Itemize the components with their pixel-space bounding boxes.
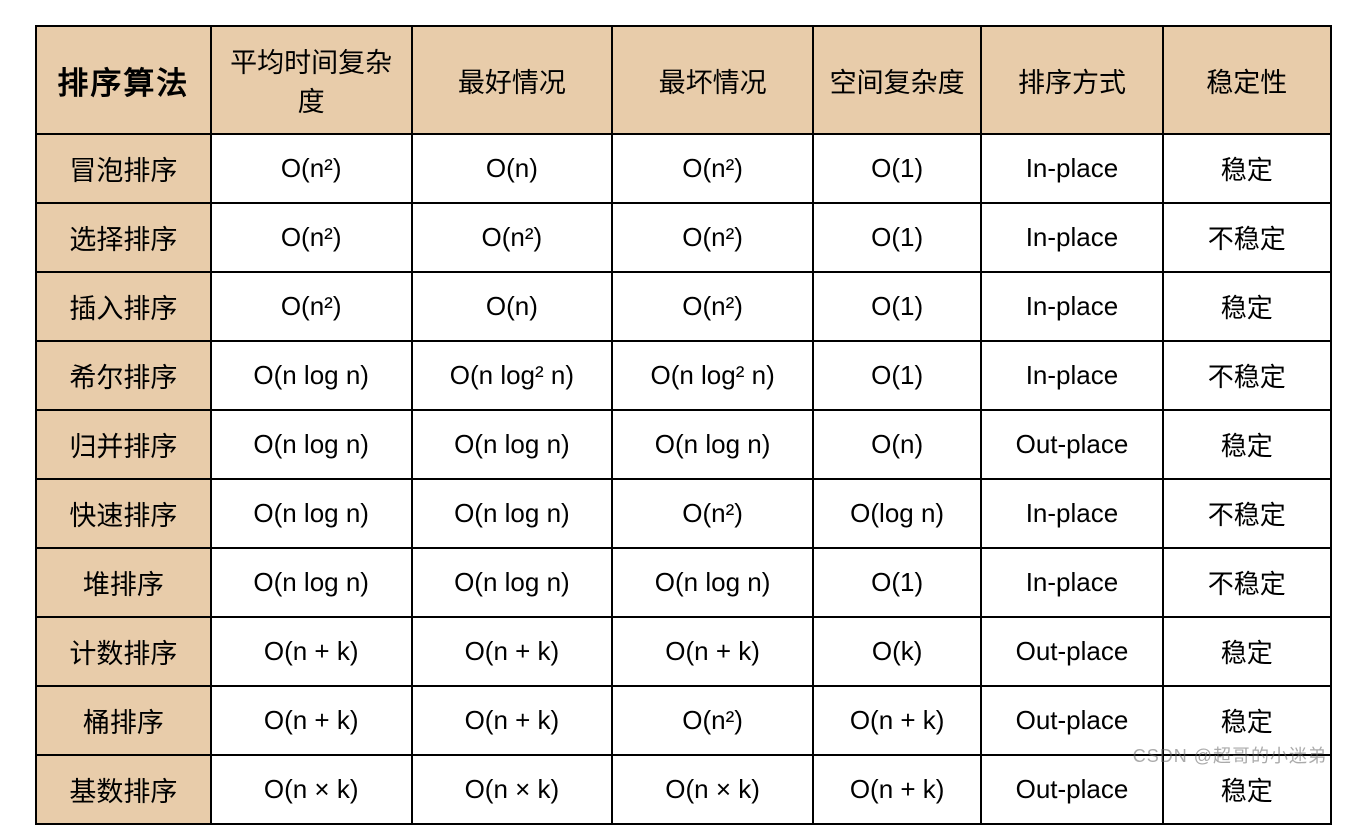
table-row: 希尔排序 O(n log n) O(n log² n) O(n log² n) … — [36, 341, 1331, 410]
cell-stable: 稳定 — [1163, 617, 1331, 686]
cell-worst: O(n × k) — [612, 755, 813, 824]
cell-worst: O(n²) — [612, 686, 813, 755]
row-name: 堆排序 — [36, 548, 211, 617]
cell-avg: O(n + k) — [211, 617, 412, 686]
cell-stable: 不稳定 — [1163, 341, 1331, 410]
cell-best: O(n × k) — [412, 755, 613, 824]
col-header-space: 空间复杂度 — [813, 26, 981, 134]
row-name: 桶排序 — [36, 686, 211, 755]
cell-method: In-place — [981, 134, 1162, 203]
cell-space: O(log n) — [813, 479, 981, 548]
cell-best: O(n + k) — [412, 617, 613, 686]
col-header-avg: 平均时间复杂度 — [211, 26, 412, 134]
cell-worst: O(n log n) — [612, 548, 813, 617]
cell-stable: 稳定 — [1163, 134, 1331, 203]
cell-method: In-place — [981, 341, 1162, 410]
cell-avg: O(n log n) — [211, 479, 412, 548]
row-name: 冒泡排序 — [36, 134, 211, 203]
row-name: 归并排序 — [36, 410, 211, 479]
cell-space: O(1) — [813, 548, 981, 617]
table-row: 插入排序 O(n²) O(n) O(n²) O(1) In-place 稳定 — [36, 272, 1331, 341]
cell-worst: O(n²) — [612, 203, 813, 272]
cell-method: In-place — [981, 479, 1162, 548]
cell-space: O(n) — [813, 410, 981, 479]
col-header-method: 排序方式 — [981, 26, 1162, 134]
row-name: 希尔排序 — [36, 341, 211, 410]
row-name: 计数排序 — [36, 617, 211, 686]
table-row: 选择排序 O(n²) O(n²) O(n²) O(1) In-place 不稳定 — [36, 203, 1331, 272]
cell-best: O(n + k) — [412, 686, 613, 755]
cell-avg: O(n²) — [211, 203, 412, 272]
cell-stable: 稳定 — [1163, 410, 1331, 479]
cell-stable: 不稳定 — [1163, 548, 1331, 617]
col-header-algorithm: 排序算法 — [36, 26, 211, 134]
col-header-worst: 最坏情况 — [612, 26, 813, 134]
cell-avg: O(n + k) — [211, 686, 412, 755]
cell-best: O(n) — [412, 134, 613, 203]
table-header-row: 排序算法 平均时间复杂度 最好情况 最坏情况 空间复杂度 排序方式 稳定性 — [36, 26, 1331, 134]
cell-worst: O(n²) — [612, 479, 813, 548]
cell-avg: O(n log n) — [211, 548, 412, 617]
cell-avg: O(n log n) — [211, 410, 412, 479]
cell-best: O(n log² n) — [412, 341, 613, 410]
cell-avg: O(n log n) — [211, 341, 412, 410]
cell-worst: O(n + k) — [612, 617, 813, 686]
cell-stable: 不稳定 — [1163, 479, 1331, 548]
cell-worst: O(n²) — [612, 134, 813, 203]
cell-best: O(n²) — [412, 203, 613, 272]
row-name: 基数排序 — [36, 755, 211, 824]
sorting-algorithm-table: 排序算法 平均时间复杂度 最好情况 最坏情况 空间复杂度 排序方式 稳定性 冒泡… — [35, 25, 1332, 825]
cell-space: O(1) — [813, 203, 981, 272]
cell-method: In-place — [981, 548, 1162, 617]
cell-method: In-place — [981, 272, 1162, 341]
cell-best: O(n log n) — [412, 548, 613, 617]
col-header-best: 最好情况 — [412, 26, 613, 134]
table-row: 快速排序 O(n log n) O(n log n) O(n²) O(log n… — [36, 479, 1331, 548]
col-header-stable: 稳定性 — [1163, 26, 1331, 134]
cell-method: In-place — [981, 203, 1162, 272]
table-row: 冒泡排序 O(n²) O(n) O(n²) O(1) In-place 稳定 — [36, 134, 1331, 203]
row-name: 快速排序 — [36, 479, 211, 548]
cell-space: O(n + k) — [813, 686, 981, 755]
cell-space: O(n + k) — [813, 755, 981, 824]
table-row: 堆排序 O(n log n) O(n log n) O(n log n) O(1… — [36, 548, 1331, 617]
table-row: 归并排序 O(n log n) O(n log n) O(n log n) O(… — [36, 410, 1331, 479]
table-body: 冒泡排序 O(n²) O(n) O(n²) O(1) In-place 稳定 选… — [36, 134, 1331, 824]
cell-avg: O(n²) — [211, 134, 412, 203]
cell-best: O(n log n) — [412, 410, 613, 479]
cell-worst: O(n²) — [612, 272, 813, 341]
cell-method: Out-place — [981, 410, 1162, 479]
cell-method: Out-place — [981, 617, 1162, 686]
row-name: 选择排序 — [36, 203, 211, 272]
cell-space: O(1) — [813, 272, 981, 341]
cell-best: O(n) — [412, 272, 613, 341]
watermark-text: CSDN @超哥的小迷弟 — [1133, 742, 1327, 768]
cell-stable: 稳定 — [1163, 272, 1331, 341]
cell-worst: O(n log n) — [612, 410, 813, 479]
cell-space: O(1) — [813, 134, 981, 203]
cell-worst: O(n log² n) — [612, 341, 813, 410]
cell-space: O(k) — [813, 617, 981, 686]
row-name: 插入排序 — [36, 272, 211, 341]
cell-best: O(n log n) — [412, 479, 613, 548]
cell-avg: O(n × k) — [211, 755, 412, 824]
cell-stable: 不稳定 — [1163, 203, 1331, 272]
cell-avg: O(n²) — [211, 272, 412, 341]
cell-space: O(1) — [813, 341, 981, 410]
table-row: 计数排序 O(n + k) O(n + k) O(n + k) O(k) Out… — [36, 617, 1331, 686]
